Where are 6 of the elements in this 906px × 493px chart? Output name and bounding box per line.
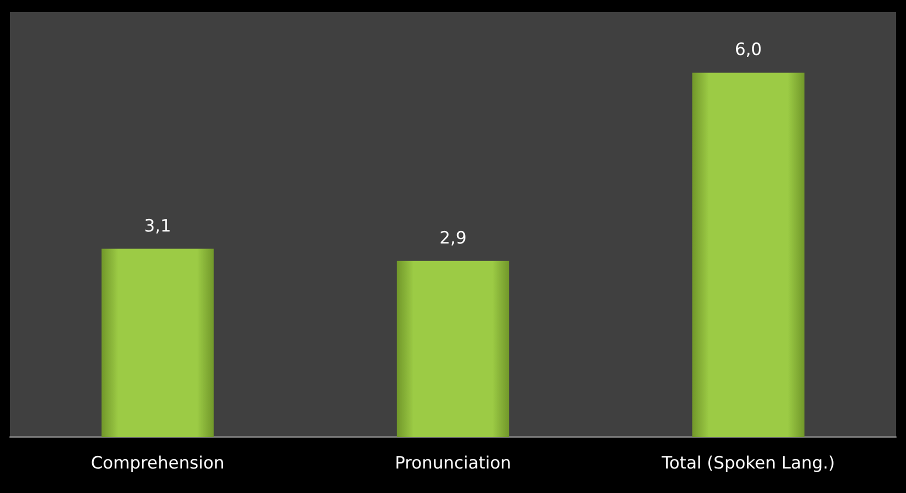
x-tick-label: Total (Spoken Lang.)	[660, 454, 835, 474]
data-label: 6,0	[734, 40, 762, 60]
x-tick-label: Comprehension	[90, 454, 224, 474]
data-label: 3,1	[144, 216, 172, 236]
data-label: 2,9	[439, 228, 467, 248]
x-tick-label: Pronunciation	[394, 454, 512, 474]
